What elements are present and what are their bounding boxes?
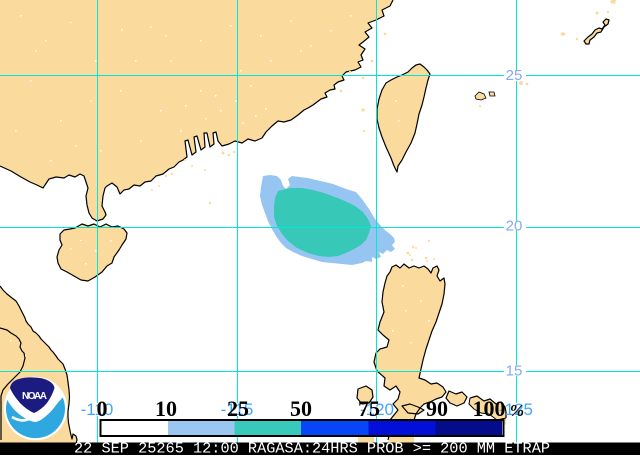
- svg-text:15: 15: [506, 363, 523, 380]
- svg-text:0: 0: [97, 396, 108, 421]
- svg-text:100: 100: [473, 396, 506, 421]
- svg-text:22 SEP 25265 12:00 RAGASA:24HR: 22 SEP 25265 12:00 RAGASA:24HRS PROB >= …: [74, 441, 550, 456]
- svg-text:50: 50: [290, 396, 312, 421]
- svg-text:-125: -125: [499, 400, 533, 419]
- svg-text:NOAA: NOAA: [22, 391, 47, 402]
- svg-text:25: 25: [227, 396, 249, 421]
- svg-text:75: 75: [358, 396, 380, 421]
- svg-text:25: 25: [506, 67, 523, 84]
- svg-text:%: %: [510, 401, 524, 420]
- svg-text:-110: -110: [81, 400, 114, 419]
- svg-text:-120: -120: [360, 400, 394, 419]
- svg-text:-115: -115: [221, 400, 254, 419]
- svg-text:20: 20: [506, 218, 523, 235]
- svg-text:10: 10: [155, 396, 177, 421]
- svg-text:90: 90: [426, 396, 448, 421]
